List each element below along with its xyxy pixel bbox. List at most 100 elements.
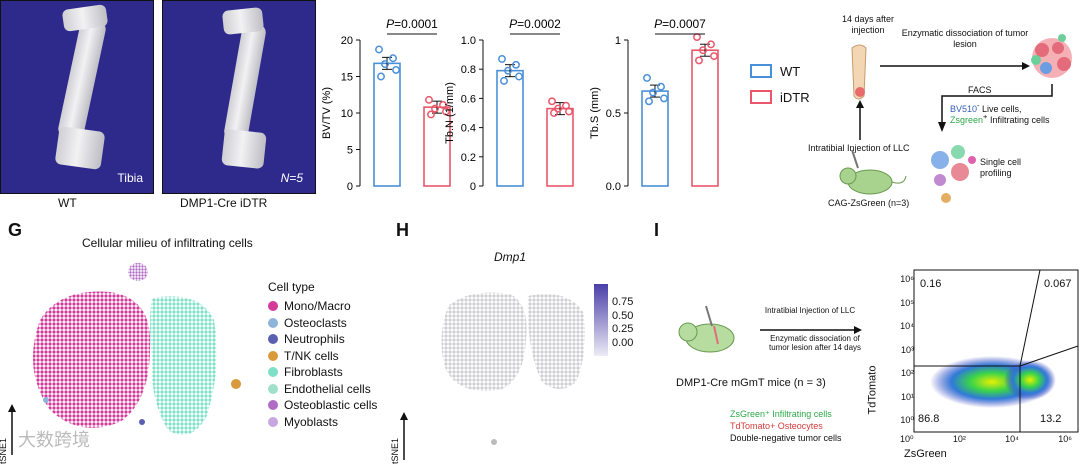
infiltrating-label: Zsgreen+ Infiltrating cells bbox=[950, 112, 1050, 125]
mouse-label: CAG-ZsGreen (n=3) bbox=[828, 198, 910, 208]
mouse-icon bbox=[839, 149, 907, 195]
wt-bar bbox=[641, 90, 669, 187]
wt-point bbox=[500, 76, 508, 85]
q-top-right: 0.067 bbox=[1044, 278, 1072, 290]
legend-dot bbox=[268, 383, 278, 394]
i-legend-1: ZsGreen⁺ Infiltrating cells bbox=[730, 409, 832, 419]
wt-point bbox=[377, 72, 385, 81]
y-tick-label: 0.5 bbox=[606, 108, 621, 120]
h-axis-label: tSNE1 bbox=[390, 437, 401, 464]
facs-plot bbox=[913, 269, 1079, 433]
idtr-image-caption: DMP1-Cre iDTR bbox=[180, 196, 268, 210]
density-right bbox=[1004, 360, 1056, 400]
legend-item: Fibroblasts bbox=[268, 364, 377, 381]
tsne-dmp1 bbox=[400, 284, 608, 460]
legend-dot bbox=[268, 334, 278, 345]
legend-dot bbox=[268, 416, 278, 427]
idtr-legend-swatch bbox=[750, 90, 772, 104]
i-arrow-label-2: Enzymatic dissociation of tumor lesion a… bbox=[768, 334, 862, 352]
panel-i-diagram bbox=[678, 305, 862, 353]
dmp1-cluster-small bbox=[491, 439, 497, 445]
y-tick-label: 0.4 bbox=[461, 123, 476, 135]
i-legend-2: TdTomato+ Osteocytes bbox=[730, 421, 823, 431]
i-mouse-label: DMP1-Cre mGmT mice (n = 3) bbox=[676, 377, 826, 389]
wt-point bbox=[643, 74, 651, 82]
wt-legend-swatch bbox=[750, 64, 772, 78]
wt-bar bbox=[373, 62, 401, 187]
single-cell-label: Single cell profiling bbox=[980, 157, 1022, 178]
facs-y-label: TdTomato bbox=[866, 365, 879, 415]
bvtv-chart: 0 5 10 15 20 BV/TV (%) P=0.0001 bbox=[321, 17, 451, 193]
wt-legend-label: WT bbox=[780, 63, 801, 79]
facs-label: FACS bbox=[968, 85, 992, 95]
wt-point bbox=[512, 60, 520, 69]
wt-point bbox=[389, 54, 397, 63]
scale-labels: 0.75 0.50 0.25 0.00 bbox=[612, 296, 634, 349]
wt-point bbox=[645, 97, 653, 106]
facs-x-ticks: 10⁰ 10² 10⁴ 10⁶ bbox=[900, 434, 1072, 444]
legend-item: Endothelial cells bbox=[268, 381, 377, 398]
wt-microct-image: Tibia bbox=[0, 0, 154, 194]
p-value-label: P=0.0001 bbox=[386, 17, 438, 31]
y-tick-label: 1.0 bbox=[461, 35, 476, 47]
wt-point bbox=[515, 72, 523, 81]
tibia-label: Tibia bbox=[117, 171, 143, 185]
idtr-point bbox=[707, 40, 715, 49]
color-scale-bar bbox=[594, 284, 608, 356]
osteoblastic-cluster bbox=[128, 263, 148, 281]
idtr-point bbox=[427, 110, 435, 119]
idtr-point bbox=[425, 95, 433, 104]
legend-item: Osteoblastic cells bbox=[268, 397, 377, 414]
panel-g-title: Cellular milieu of infiltrating cells bbox=[82, 236, 253, 250]
idtr-bar bbox=[691, 49, 719, 187]
y-tick-label: 1 bbox=[615, 35, 621, 47]
legend-title: Cell type bbox=[268, 280, 315, 294]
y-tick-label: 5 bbox=[347, 145, 353, 157]
wt-point bbox=[381, 60, 389, 69]
legend-dot bbox=[268, 301, 278, 312]
legend-item: Myoblasts bbox=[268, 414, 377, 431]
neutrophil-cluster bbox=[139, 419, 145, 425]
tsne-cell-types bbox=[8, 263, 241, 455]
legend-item: Neutrophils bbox=[268, 331, 377, 348]
cell-cluster-icon bbox=[1031, 34, 1072, 78]
legend-dot bbox=[268, 367, 278, 378]
mouse-icon bbox=[678, 305, 735, 353]
y-tick-label: 15 bbox=[341, 72, 353, 84]
p-value-label: P=0.0007 bbox=[654, 17, 706, 31]
tbn-chart: 0 0.2 0.4 0.6 0.8 1.0 Tb.N (1/mm) P=0.0002 bbox=[444, 17, 574, 193]
wt-image-caption: WT bbox=[58, 196, 77, 210]
y-axis-label: BV/TV (%) bbox=[321, 87, 333, 139]
legend-dot bbox=[268, 317, 278, 328]
y-axis-label: Tb.N (1/mm) bbox=[444, 82, 456, 144]
g-axis-label: tSNE1 bbox=[0, 437, 9, 464]
idtr-point bbox=[710, 52, 718, 61]
tibia-icon bbox=[851, 44, 867, 100]
y-axis-label: Tb.S (mm) bbox=[589, 87, 601, 139]
workflow-step2: Enzymatic dissociation of tumor lesion bbox=[901, 28, 1029, 49]
wt-point bbox=[649, 88, 657, 97]
n-label: N=5 bbox=[280, 171, 303, 185]
panel-i-letter: I bbox=[654, 220, 660, 240]
idtr-point bbox=[431, 104, 439, 113]
i-arrow-label-1: Intratibial Injection of LLC bbox=[764, 306, 856, 315]
cell-type-legend: Cell type Mono/Macro Osteoclasts Neutrop… bbox=[268, 280, 377, 430]
idtr-point bbox=[548, 97, 556, 106]
q-bottom-left: 86.8 bbox=[918, 413, 940, 425]
wt-point bbox=[375, 45, 383, 54]
panel-g-letter: G bbox=[8, 220, 23, 240]
bar-charts: 0 5 10 15 20 BV/TV (%) P=0.0001 0 0.2 0.4 0.6 0.8 1… bbox=[321, 17, 719, 193]
bar-legend: WT iDTR bbox=[750, 58, 810, 110]
dmp1-cluster-left bbox=[441, 292, 527, 392]
dmp1-cluster-right bbox=[527, 294, 585, 389]
wt-bar bbox=[496, 69, 524, 187]
tbs-chart: 0.0 0.5 1 Tb.S (mm) P=0.0007 bbox=[589, 17, 719, 193]
legend-dot bbox=[268, 350, 278, 361]
i-legend: ZsGreen⁺ Infiltrating cells TdTomato+ Os… bbox=[730, 408, 842, 444]
workflow-step1: 14 days after injection bbox=[841, 14, 895, 35]
y-tick-label: 0.6 bbox=[461, 93, 476, 105]
y-tick-label: 0.0 bbox=[606, 181, 621, 193]
y-tick-label: 0 bbox=[470, 181, 476, 193]
p-value-label: P=0.0002 bbox=[509, 17, 561, 31]
panel-h-letter: H bbox=[396, 220, 409, 240]
